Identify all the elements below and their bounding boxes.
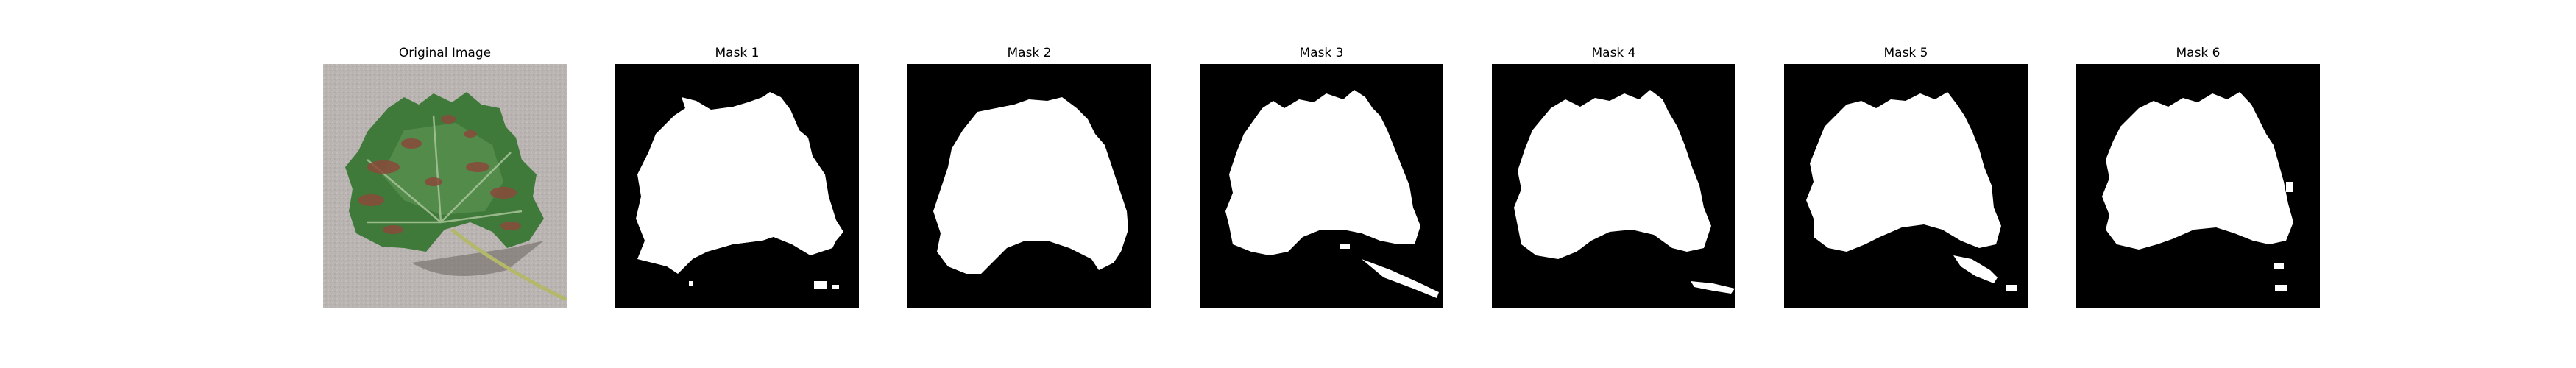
panel-title: Mask 3: [1299, 46, 1344, 60]
panel-title: Mask 1: [715, 46, 760, 60]
panel-mask-1: Mask 1: [615, 44, 859, 309]
panel-mask-6: Mask 6: [2076, 44, 2320, 309]
panel-mask-3: Mask 3: [1200, 44, 1443, 309]
panel-mask-2: Mask 2: [907, 44, 1151, 309]
panel-original-image: Original Image: [323, 44, 567, 309]
mask-image: [1200, 64, 1443, 308]
leaf-photo-icon: [323, 64, 567, 308]
mask-image: [907, 64, 1151, 308]
panel-mask-4: Mask 4: [1492, 44, 1735, 309]
mask-image: [2076, 64, 2320, 308]
panel-title: Mask 6: [2176, 46, 2221, 60]
panel-title: Mask 4: [1591, 46, 1636, 60]
panel-title: Mask 5: [1883, 46, 1928, 60]
mask-image: [615, 64, 859, 308]
mask-image: [1784, 64, 2028, 308]
panel-title: Original Image: [398, 46, 492, 60]
panel-title: Mask 2: [1007, 46, 1052, 60]
mask-image: [1492, 64, 1735, 308]
panel-mask-5: Mask 5: [1784, 44, 2028, 309]
original-image: [323, 64, 567, 308]
